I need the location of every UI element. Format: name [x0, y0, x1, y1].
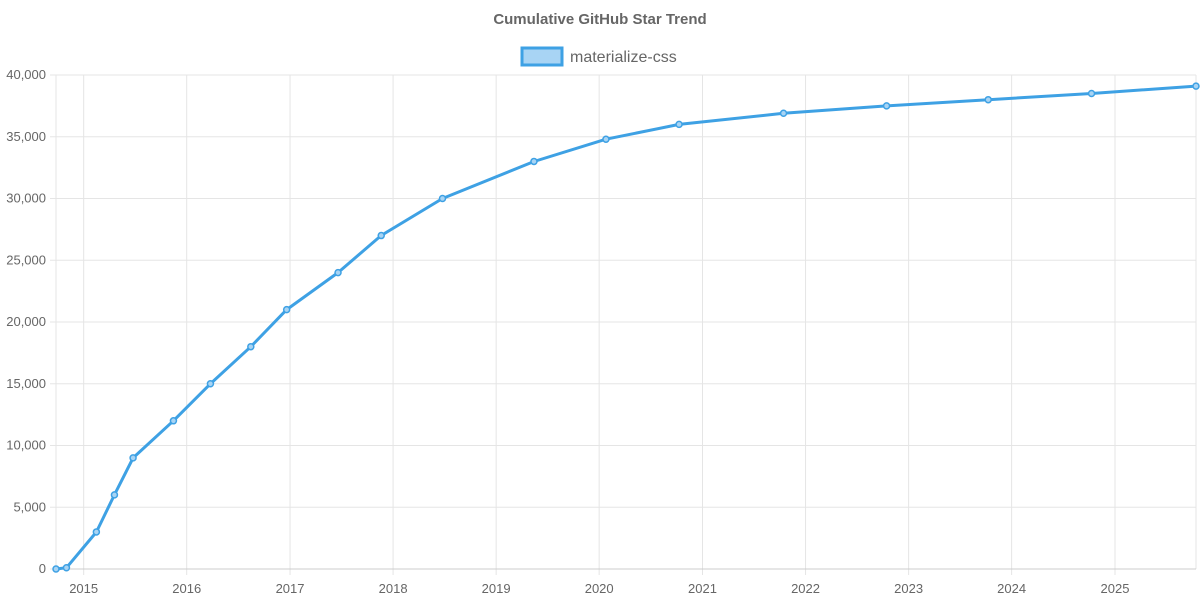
chart-title: Cumulative GitHub Star Trend — [493, 11, 706, 28]
y-axis: 0 5,000 10,000 15,000 20,000 25,000 30,000 35,0… — [6, 67, 46, 576]
data-point[interactable] — [129, 454, 137, 462]
legend-swatch — [520, 46, 564, 67]
data-point[interactable] — [169, 417, 178, 425]
x-tick-label: 2018 — [379, 581, 408, 596]
data-point[interactable] — [282, 305, 291, 314]
data-point[interactable] — [247, 342, 255, 351]
data-point[interactable] — [377, 231, 385, 240]
x-tick-label: 2021 — [688, 581, 717, 596]
x-tick-label: 2016 — [172, 581, 201, 596]
x-tick-label: 2023 — [894, 581, 923, 596]
data-point[interactable] — [1192, 82, 1200, 90]
data-point[interactable] — [1087, 89, 1096, 98]
data-point[interactable] — [110, 491, 119, 499]
y-tick-label: 30,000 — [6, 191, 46, 206]
data-point[interactable] — [334, 268, 342, 277]
x-tick-label: 2019 — [482, 581, 511, 596]
data-point[interactable] — [92, 528, 101, 536]
y-tick-label: 40,000 — [6, 67, 46, 82]
data-point[interactable] — [530, 157, 538, 166]
series-line — [55, 84, 1197, 571]
x-tick-label: 2024 — [997, 581, 1026, 596]
x-tick-label: 2015 — [69, 581, 98, 596]
data-point[interactable] — [602, 135, 610, 143]
y-tick-label: 25,000 — [6, 252, 46, 267]
grid — [50, 74, 1197, 575]
data-point[interactable] — [882, 102, 891, 110]
data-point[interactable] — [52, 565, 60, 573]
y-tick-label: 35,000 — [6, 129, 46, 144]
data-point[interactable] — [62, 564, 71, 572]
x-tick-label: 2017 — [276, 581, 305, 596]
y-tick-label: 5,000 — [13, 499, 46, 514]
legend[interactable]: materialize-css — [520, 46, 677, 67]
x-tick-label: 2020 — [585, 581, 614, 596]
x-tick-label: 2022 — [791, 581, 820, 596]
x-tick-label: 2025 — [1101, 581, 1130, 596]
x-axis: 2015 2016 2017 2018 2019 2020 2021 2022 2023 2024… — [69, 581, 1129, 596]
y-tick-label: 20,000 — [6, 314, 46, 329]
data-point[interactable] — [438, 194, 447, 203]
y-tick-label: 0 — [39, 561, 46, 576]
data-point[interactable] — [984, 95, 992, 104]
y-tick-label: 15,000 — [6, 376, 46, 391]
data-point[interactable] — [675, 120, 683, 129]
data-point[interactable] — [206, 380, 215, 388]
legend-label: materialize-css — [570, 49, 677, 66]
data-point[interactable] — [779, 109, 788, 118]
y-tick-label: 10,000 — [6, 438, 46, 453]
series-materialize-css — [52, 82, 1200, 573]
